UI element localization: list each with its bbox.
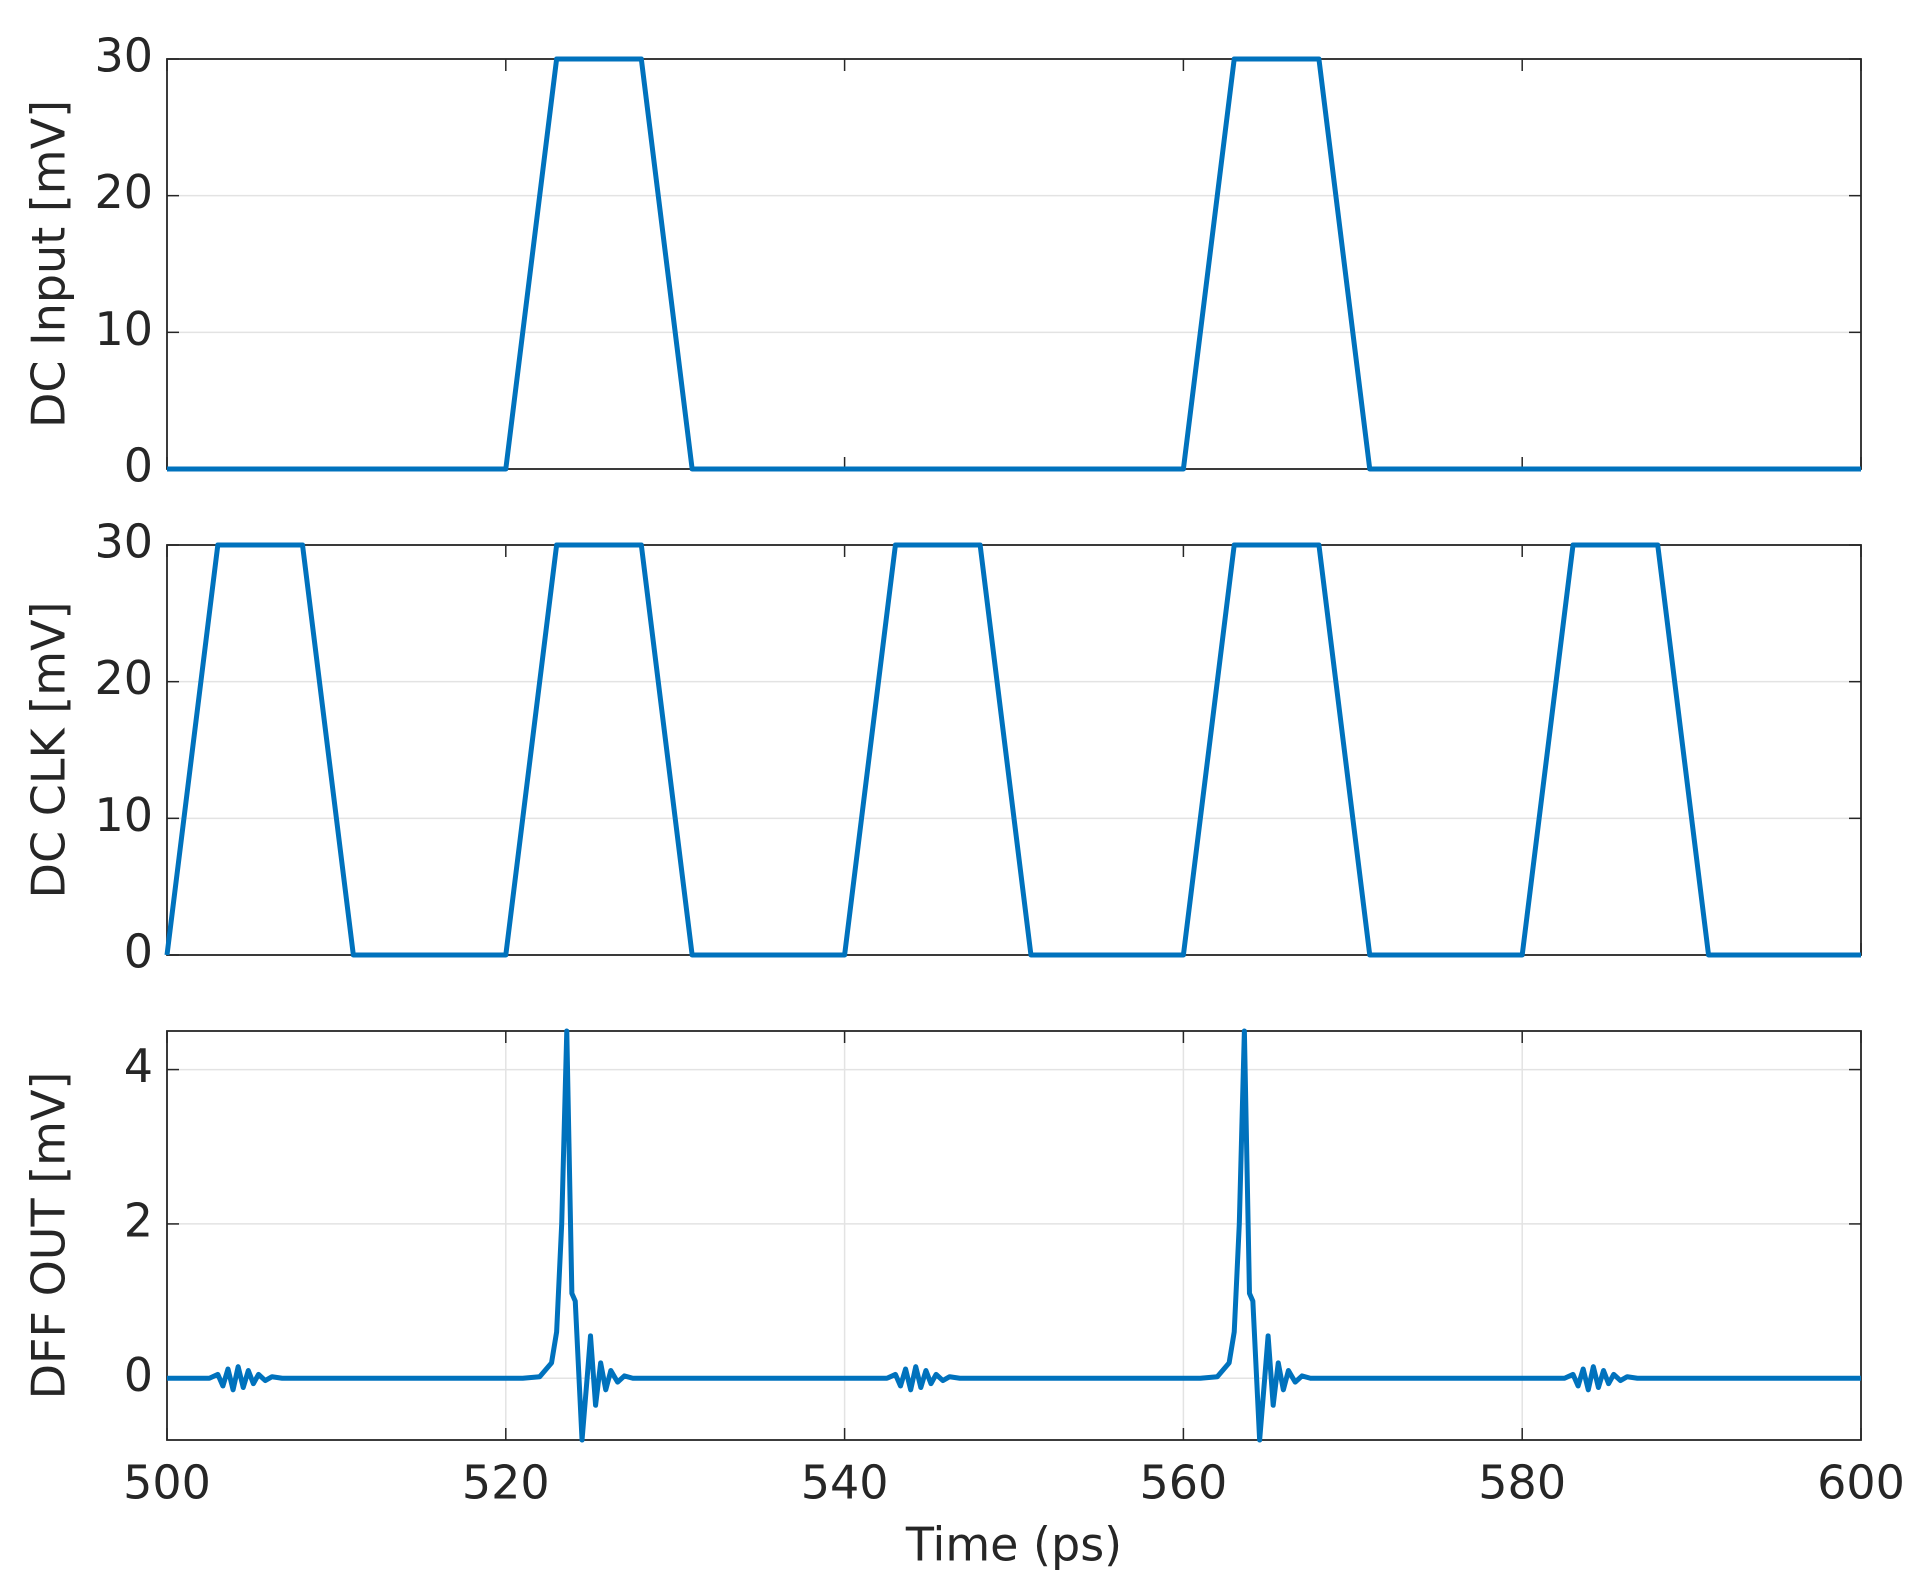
y-tick-label: 0 xyxy=(124,925,153,979)
data-line xyxy=(167,56,1861,472)
x-tick-label: 580 xyxy=(1478,1456,1566,1510)
y-tick-label: 30 xyxy=(94,515,153,569)
plot-frame xyxy=(166,1030,1862,1441)
y-tick-label: 2 xyxy=(124,1193,153,1247)
x-tick-label: 500 xyxy=(123,1456,211,1510)
data-line xyxy=(164,542,1861,958)
plot-frame xyxy=(166,58,1862,470)
y-tick-label: 10 xyxy=(94,302,153,356)
y-tick-label: 20 xyxy=(94,651,153,705)
y-tick-label: 0 xyxy=(124,439,153,493)
y-tick-label: 20 xyxy=(94,165,153,219)
y-axis-label: DC Input [mV] xyxy=(22,100,76,428)
y-tick-label: 10 xyxy=(94,788,153,842)
y-tick-label: 4 xyxy=(124,1039,153,1093)
x-axis-label: Time (ps) xyxy=(905,1518,1122,1572)
y-axis-label: DC CLK [mV] xyxy=(22,602,76,899)
y-axis-label: DFF OUT [mV] xyxy=(22,1072,76,1400)
y-tick-label: 30 xyxy=(94,29,153,83)
x-tick-label: 520 xyxy=(462,1456,550,1510)
x-tick-label: 600 xyxy=(1817,1456,1905,1510)
plot-frame xyxy=(166,544,1862,956)
x-tick-label: 540 xyxy=(801,1456,889,1510)
x-tick-label: 560 xyxy=(1139,1456,1227,1510)
data-line xyxy=(167,1028,1861,1443)
y-tick-label: 0 xyxy=(124,1348,153,1402)
